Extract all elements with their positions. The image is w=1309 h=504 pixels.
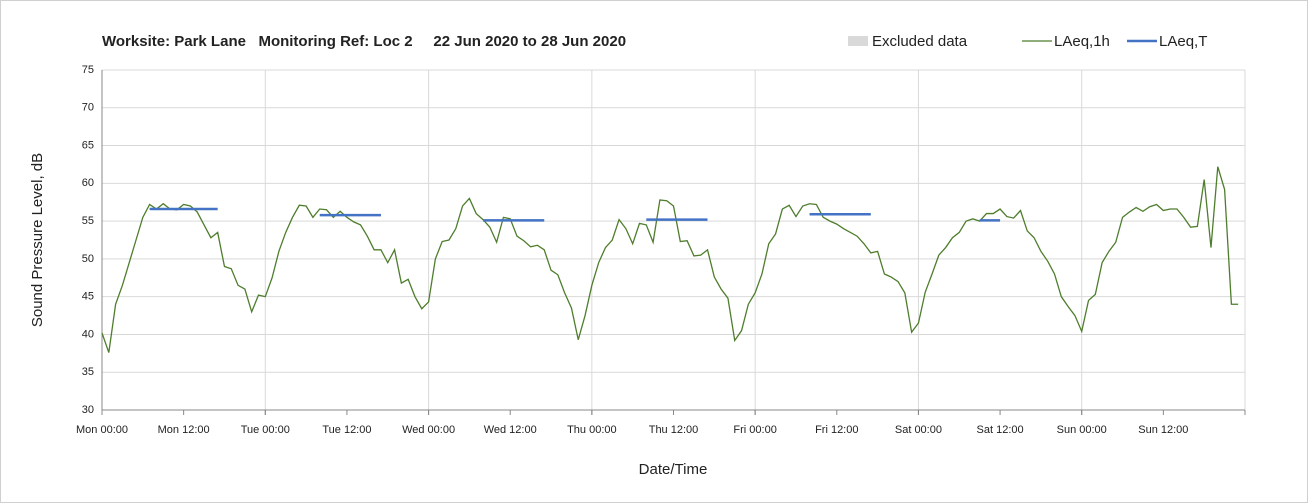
series-line xyxy=(149,207,1001,222)
chart-title: Worksite: Park Lane Monitoring Ref: Loc … xyxy=(102,33,626,50)
x-tick-label: Sun 12:00 xyxy=(1138,424,1188,436)
y-tick-label: 65 xyxy=(82,139,94,151)
x-tick-label: Fri 00:00 xyxy=(733,424,776,436)
legend-label: LAeq,T xyxy=(1159,33,1207,50)
y-tick-label: 55 xyxy=(82,215,94,227)
x-axis-label: Date/Time xyxy=(639,461,708,478)
x-tick-label: Sat 00:00 xyxy=(895,424,942,436)
y-tick-label: 30 xyxy=(82,404,94,416)
series-line xyxy=(101,166,1239,353)
x-tick-label: Wed 12:00 xyxy=(484,424,537,436)
x-tick-label: Sat 12:00 xyxy=(977,424,1024,436)
y-tick-label: 45 xyxy=(82,291,94,303)
x-tick-label: Sun 00:00 xyxy=(1057,424,1107,436)
x-tick-label: Wed 00:00 xyxy=(402,424,455,436)
x-tick-label: Mon 12:00 xyxy=(158,424,210,436)
y-tick-label: 70 xyxy=(82,102,94,114)
y-axis-label: Sound Pressure Level, dB xyxy=(29,153,46,327)
x-tick-label: Fri 12:00 xyxy=(815,424,858,436)
x-tick-label: Mon 00:00 xyxy=(76,424,128,436)
x-tick-label: Thu 12:00 xyxy=(649,424,699,436)
x-tick-label: Tue 00:00 xyxy=(241,424,290,436)
y-tick-label: 60 xyxy=(82,177,94,189)
legend-label: Excluded data xyxy=(872,33,968,50)
y-tick-label: 50 xyxy=(82,253,94,265)
legend-label: LAeq,1h xyxy=(1054,33,1110,50)
x-tick-label: Thu 00:00 xyxy=(567,424,617,436)
y-tick-label: 35 xyxy=(82,366,94,378)
y-tick-label: 40 xyxy=(82,328,94,340)
y-tick-label: 75 xyxy=(82,64,94,76)
legend-swatch xyxy=(848,36,868,46)
x-tick-label: Tue 12:00 xyxy=(322,424,371,436)
